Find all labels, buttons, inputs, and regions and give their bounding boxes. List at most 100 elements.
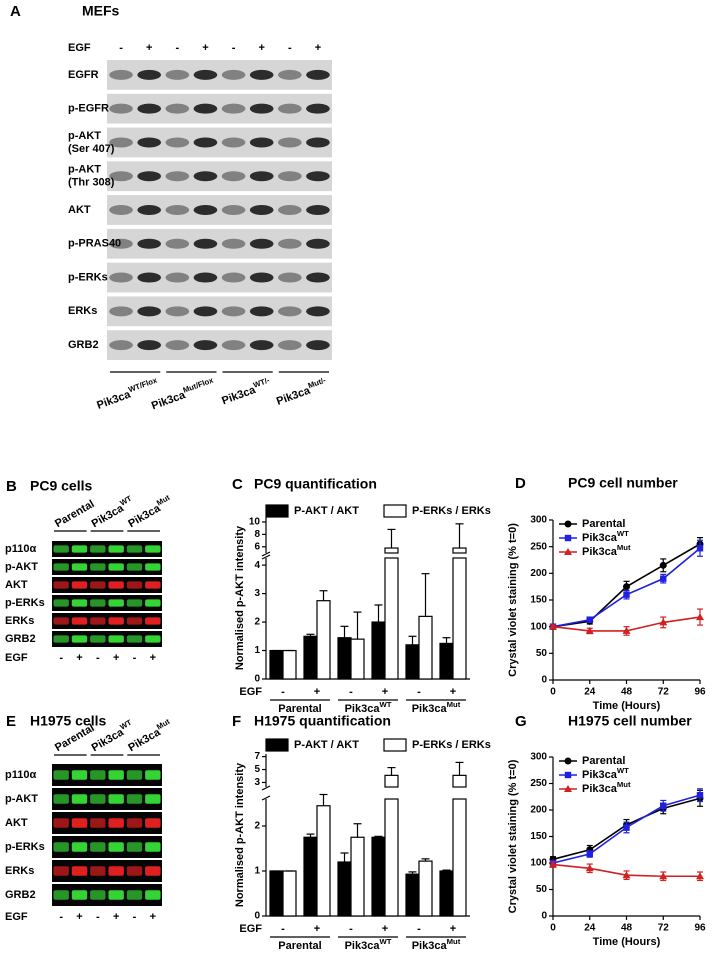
- band: [126, 635, 143, 643]
- x-tick-label: 0: [550, 923, 556, 934]
- group-label: Pik3caWT: [345, 937, 392, 952]
- marker: [585, 626, 594, 634]
- band: [137, 69, 161, 80]
- group-label: Pik3caMut: [125, 492, 175, 530]
- group-label-sup: WT: [118, 717, 133, 731]
- band: [90, 842, 106, 852]
- x-tick-label: -: [349, 923, 353, 935]
- band: [221, 238, 246, 249]
- bar: [282, 870, 297, 917]
- y-tick-label: 100: [530, 621, 547, 632]
- band: [221, 272, 246, 283]
- row-label: ERKs: [5, 865, 34, 877]
- row-label: p-PRAS40: [68, 238, 121, 250]
- band: [193, 340, 218, 351]
- band: [137, 103, 161, 114]
- band: [249, 171, 274, 182]
- y-tick-label: 0: [254, 674, 260, 685]
- bar: [384, 557, 399, 680]
- band: [90, 545, 106, 553]
- group-label-sup: WT/-: [252, 375, 271, 389]
- legend-marker: [564, 520, 572, 528]
- axis-break: [261, 785, 271, 791]
- lane-sign: +: [258, 42, 264, 54]
- row-label: (Thr 308): [68, 177, 115, 189]
- legend-label-base: Pik3ca: [582, 546, 618, 558]
- band: [278, 69, 302, 80]
- marker: [586, 850, 593, 858]
- band: [193, 272, 218, 283]
- x-tick-label: 0: [550, 687, 556, 698]
- row-label: p110α: [5, 543, 36, 555]
- band: [126, 794, 143, 804]
- band: [165, 171, 190, 182]
- blot-title: H1975 cells: [30, 713, 106, 729]
- error-bar: [387, 528, 396, 549]
- group-label: Parental: [278, 940, 321, 952]
- band: [109, 69, 133, 80]
- band: [306, 171, 330, 182]
- row-label: AKT: [5, 579, 28, 591]
- x-tick-label: 48: [621, 687, 633, 698]
- lane-sign: -: [96, 911, 100, 923]
- row-label: ERKs: [68, 305, 97, 317]
- bar: [384, 547, 399, 554]
- marker: [586, 616, 593, 623]
- legend-label-base: Pik3ca: [582, 783, 618, 795]
- band: [53, 866, 69, 876]
- band: [193, 137, 218, 148]
- bar: [384, 798, 399, 917]
- band: [126, 599, 143, 607]
- y-tick-label: 300: [530, 752, 547, 763]
- y-tick-label: 200: [530, 805, 547, 816]
- band: [108, 581, 124, 589]
- band: [165, 205, 190, 215]
- band: [137, 306, 161, 317]
- band: [249, 137, 274, 148]
- legend-label-sup: WT: [617, 529, 629, 538]
- group-label: Pik3caMut: [412, 937, 461, 952]
- row-label: AKT: [5, 817, 28, 829]
- band: [126, 890, 143, 900]
- group-label-sup: Mut: [447, 700, 461, 709]
- bar: [405, 644, 420, 680]
- x-tick-label: 96: [694, 687, 706, 698]
- error-bar: [387, 766, 396, 776]
- band: [306, 238, 330, 249]
- band: [109, 306, 133, 317]
- chart-title: PC9 quantification: [254, 476, 377, 492]
- bar: [371, 836, 386, 917]
- legend-label-sup: WT: [617, 766, 629, 775]
- y-tick-label: 1: [254, 645, 260, 656]
- band: [193, 205, 218, 215]
- band: [126, 842, 143, 852]
- row-label: p-ERKs: [5, 597, 45, 609]
- lane-sign: +: [76, 911, 82, 923]
- legend-label-base: Pik3ca: [582, 532, 618, 544]
- band: [137, 171, 161, 182]
- band: [71, 545, 88, 553]
- error-bar: [408, 871, 417, 875]
- legend-label: Pik3caWT: [582, 529, 629, 544]
- x-tick-label: 72: [658, 687, 670, 698]
- band: [145, 842, 161, 852]
- group-label-base: Pik3ca: [150, 389, 188, 413]
- band: [109, 205, 133, 215]
- band: [137, 340, 161, 351]
- band: [90, 818, 106, 828]
- x-axis-label: EGF: [239, 686, 262, 698]
- band: [145, 563, 161, 571]
- band: [145, 545, 161, 553]
- band: [71, 563, 88, 571]
- band: [53, 599, 69, 607]
- band: [108, 818, 124, 828]
- legend-marker: [564, 757, 572, 765]
- lane-sign: -: [96, 652, 100, 664]
- bar: [316, 805, 331, 917]
- y-axis-label: Crystal violet staining (% t=0): [507, 523, 519, 677]
- group-label-base: Pik3ca: [412, 940, 448, 952]
- band: [71, 617, 88, 625]
- x-tick-label: +: [450, 923, 456, 935]
- blot-strip: [52, 541, 162, 557]
- band: [108, 794, 124, 804]
